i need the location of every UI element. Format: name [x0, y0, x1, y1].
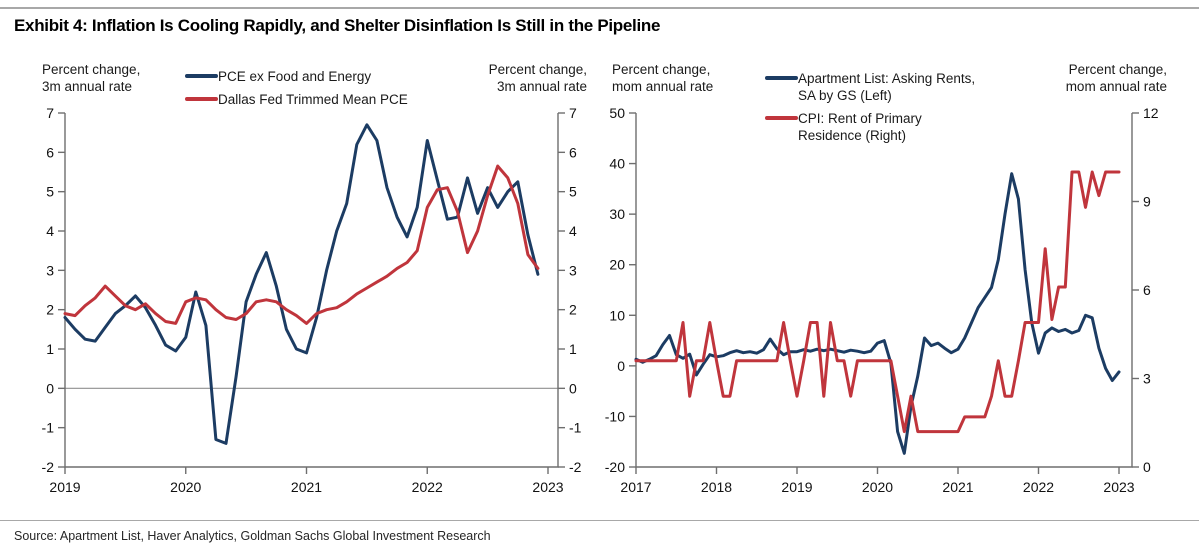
svg-text:-1: -1	[42, 420, 55, 436]
svg-text:12: 12	[1143, 105, 1159, 121]
svg-text:0: 0	[1143, 459, 1151, 475]
red-line-swatch-icon	[765, 116, 798, 120]
svg-text:30: 30	[609, 206, 625, 222]
svg-text:0: 0	[569, 380, 577, 396]
legend-label: Dallas Fed Trimmed Mean PCE	[218, 92, 408, 107]
svg-text:6: 6	[1143, 282, 1151, 298]
svg-text:2021: 2021	[291, 479, 322, 495]
svg-text:50: 50	[609, 105, 625, 121]
svg-text:2: 2	[569, 302, 577, 318]
legend-item: Apartment List: Asking Rents, SA by GS (…	[765, 70, 975, 104]
svg-text:6: 6	[569, 144, 577, 160]
exhibit-title: Exhibit 4: Inflation Is Cooling Rapidly,…	[14, 16, 661, 35]
svg-text:5: 5	[46, 184, 54, 200]
svg-text:3: 3	[1143, 371, 1151, 387]
right-chart-right-axis-header: Percent change, mom annual rate	[1065, 62, 1167, 94]
svg-text:2023: 2023	[1103, 479, 1134, 495]
svg-text:0: 0	[617, 358, 625, 374]
svg-text:-1: -1	[569, 420, 582, 436]
svg-text:4: 4	[46, 223, 54, 239]
legend-label: PCE ex Food and Energy	[218, 69, 372, 84]
svg-text:0: 0	[46, 380, 54, 396]
svg-text:40: 40	[609, 156, 625, 172]
bottom-rule	[0, 520, 1199, 521]
left-chart-right-axis-header: Percent change, 3m annual rate	[488, 62, 587, 94]
svg-text:2020: 2020	[170, 479, 201, 495]
svg-text:1: 1	[569, 341, 577, 357]
legend-item: Dallas Fed Trimmed Mean PCE	[185, 91, 408, 108]
svg-text:-2: -2	[42, 459, 55, 475]
legend-label: Apartment List: Asking Rents, SA by GS (…	[798, 71, 976, 103]
svg-text:-2: -2	[569, 459, 582, 475]
svg-text:6: 6	[46, 144, 54, 160]
left-chart-left-axis-header: Percent change, 3m annual rate	[42, 62, 141, 94]
right-chart-legend: Apartment List: Asking Rents, SA by GS (…	[765, 70, 975, 150]
svg-text:2022: 2022	[412, 479, 443, 495]
svg-text:20: 20	[609, 257, 625, 273]
svg-text:2017: 2017	[620, 479, 651, 495]
svg-text:10: 10	[609, 307, 625, 323]
legend-label: CPI: Rent of Primary Residence (Right)	[798, 111, 922, 143]
svg-text:2020: 2020	[862, 479, 893, 495]
svg-text:7: 7	[569, 105, 577, 121]
svg-text:2019: 2019	[781, 479, 812, 495]
svg-text:7: 7	[46, 105, 54, 121]
legend-item: CPI: Rent of Primary Residence (Right)	[765, 110, 975, 144]
svg-text:1: 1	[46, 341, 54, 357]
svg-text:5: 5	[569, 184, 577, 200]
svg-text:-20: -20	[605, 459, 625, 475]
svg-text:9: 9	[1143, 194, 1151, 210]
svg-text:2022: 2022	[1023, 479, 1054, 495]
svg-text:-10: -10	[605, 408, 625, 424]
red-line-swatch-icon	[185, 97, 218, 101]
svg-text:2023: 2023	[532, 479, 563, 495]
left-chart-legend: PCE ex Food and Energy Dallas Fed Trimme…	[185, 68, 408, 114]
legend-item: PCE ex Food and Energy	[185, 68, 408, 85]
source-note: Source: Apartment List, Haver Analytics,…	[14, 529, 491, 543]
right-chart-left-axis-header: Percent change, mom annual rate	[612, 62, 714, 94]
navy-line-swatch-icon	[185, 74, 218, 78]
svg-text:2: 2	[46, 302, 54, 318]
svg-text:2019: 2019	[49, 479, 80, 495]
navy-line-swatch-icon	[765, 76, 798, 80]
svg-text:2018: 2018	[701, 479, 732, 495]
svg-text:4: 4	[569, 223, 577, 239]
svg-text:3: 3	[46, 262, 54, 278]
svg-text:2021: 2021	[942, 479, 973, 495]
svg-text:3: 3	[569, 262, 577, 278]
top-rule	[0, 7, 1199, 9]
